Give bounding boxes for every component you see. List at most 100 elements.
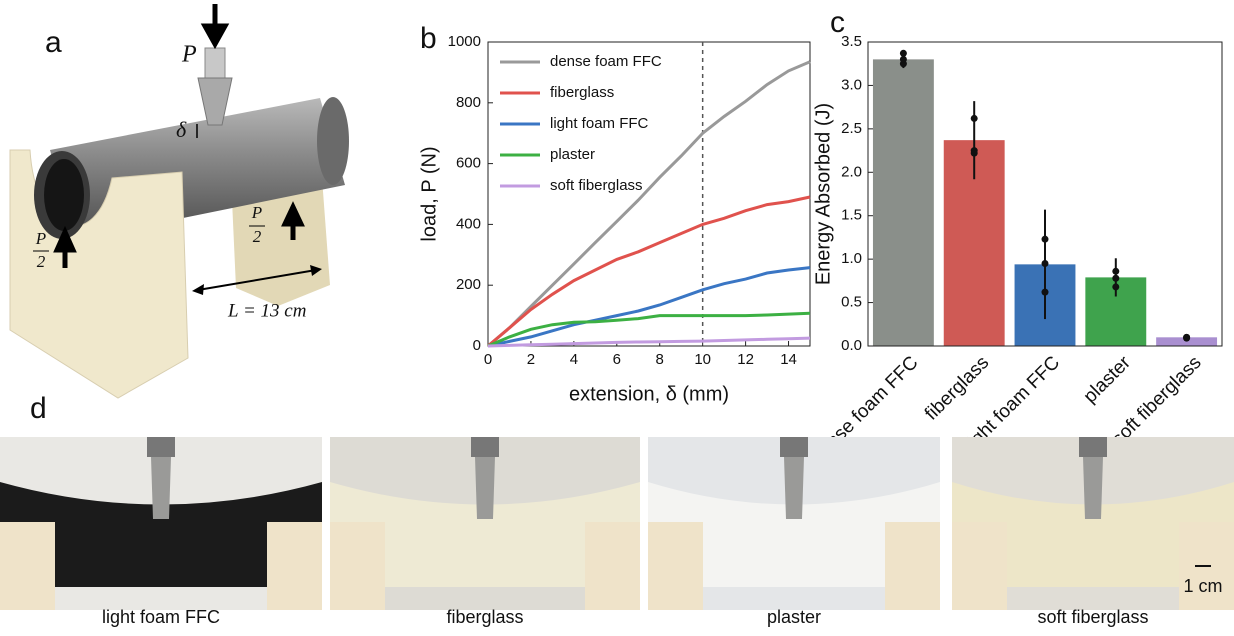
probe: [471, 437, 499, 457]
tube-end: [317, 97, 349, 185]
photo: [0, 437, 322, 610]
x-tick-label: plaster: [1080, 352, 1136, 408]
diagram: P δ P 2 P 2 L = 13 cm: [9, 4, 349, 399]
y-tick-label: 800: [456, 94, 481, 111]
photo: [952, 437, 1234, 610]
panel-label: d: [30, 392, 47, 425]
scale-label: 1 cm: [1183, 576, 1222, 596]
photo-caption: plaster: [767, 607, 821, 627]
diagram-label: P: [181, 42, 197, 68]
y-tick-label: 200: [456, 276, 481, 293]
y-tick-label: 3.5: [841, 33, 862, 50]
legend-label: fiberglass: [550, 84, 614, 101]
photo: [648, 437, 940, 610]
y-tick-label: 1.5: [841, 207, 862, 224]
x-tick-label: fiberglass: [921, 352, 993, 424]
photo: [330, 437, 640, 610]
probe: [204, 47, 226, 79]
probe-tip: [784, 457, 804, 519]
probe-tip: [475, 457, 495, 519]
y-tick-label: 2.0: [841, 163, 862, 180]
legend-label: light foam FFC: [550, 115, 649, 132]
series-line: [487, 60, 811, 348]
panel-label: a: [45, 26, 62, 59]
y-tick-label: 0.0: [841, 337, 862, 354]
x-tick-label: 10: [694, 351, 711, 368]
data-point: [1041, 235, 1049, 243]
x-tick-label: 8: [656, 351, 664, 368]
y-axis-label: Energy Absorbed (J): [812, 103, 834, 285]
legend-label: dense foam FFC: [550, 53, 662, 70]
probe: [147, 437, 175, 457]
data-point: [970, 114, 978, 122]
legend-label: plaster: [550, 146, 595, 163]
probe-tip: [1083, 457, 1103, 519]
data-point: [1041, 288, 1049, 296]
y-tick-label: 3.0: [841, 76, 862, 93]
fixture-block: [885, 522, 940, 610]
fixture-block: [648, 522, 703, 610]
y-tick-label: 400: [456, 215, 481, 232]
diagram-label: 2: [37, 252, 46, 271]
x-axis-label: extension, δ (mm): [569, 383, 729, 405]
diagram-label: P: [251, 203, 262, 222]
probe: [780, 437, 808, 457]
photo-caption: light foam FFC: [102, 607, 220, 627]
x-tick-label: 14: [780, 351, 797, 368]
series-line: [487, 195, 811, 348]
data-point: [1112, 267, 1120, 275]
fixture-block: [952, 522, 1007, 610]
x-tick-label: 4: [570, 351, 578, 368]
y-tick-label: 2.5: [841, 120, 862, 137]
data-point: [1183, 333, 1191, 341]
sample: [0, 482, 322, 587]
legend-label: soft fiberglass: [550, 177, 643, 194]
arrow: [281, 201, 305, 240]
probe: [1079, 437, 1107, 457]
diagram-label: P: [35, 229, 46, 248]
series-line: [487, 266, 811, 348]
bar: [872, 59, 934, 346]
data-point: [1112, 274, 1120, 282]
data-point: [899, 55, 907, 63]
diagram-label: L = 13 cm: [227, 300, 306, 321]
data-point: [1112, 283, 1120, 291]
fixture-block: [0, 522, 55, 610]
support-block: [232, 178, 330, 306]
plot-frame: [487, 41, 811, 347]
sample: [952, 482, 1234, 587]
y-tick-label: 1000: [448, 33, 481, 50]
series-line: [487, 311, 811, 348]
panel-label: c: [830, 6, 845, 39]
panel-label: b: [420, 22, 437, 55]
x-tick-label: 2: [527, 351, 535, 368]
series-line: [487, 336, 811, 348]
arrow: [53, 225, 77, 268]
y-tick-label: 0.5: [841, 294, 862, 311]
plot-frame: [867, 41, 1223, 347]
y-tick-label: 600: [456, 155, 481, 172]
y-tick-label: 1.0: [841, 250, 862, 267]
data-point: [899, 49, 907, 57]
sample: [330, 482, 640, 587]
fixture-block: [267, 522, 322, 610]
sample: [648, 482, 940, 587]
arrow: [200, 4, 230, 50]
y-tick-label: 0: [473, 337, 481, 354]
probe-tip: [151, 457, 171, 519]
probe-tip: [197, 77, 233, 126]
data-point: [970, 149, 978, 157]
photo-caption: soft fiberglass: [1037, 607, 1148, 627]
x-tick-label: 6: [613, 351, 621, 368]
span-arrow: [197, 269, 317, 291]
data-point: [1041, 259, 1049, 267]
photo-caption: fiberglass: [446, 607, 523, 627]
y-axis-label: load, P (N): [418, 146, 440, 241]
fixture-block: [330, 522, 385, 610]
x-tick-label: 12: [737, 351, 754, 368]
diagram-label: 2: [253, 227, 262, 246]
x-tick-label: 0: [484, 351, 492, 368]
diagram-label: δ: [176, 117, 187, 142]
tube-bore: [44, 159, 84, 231]
